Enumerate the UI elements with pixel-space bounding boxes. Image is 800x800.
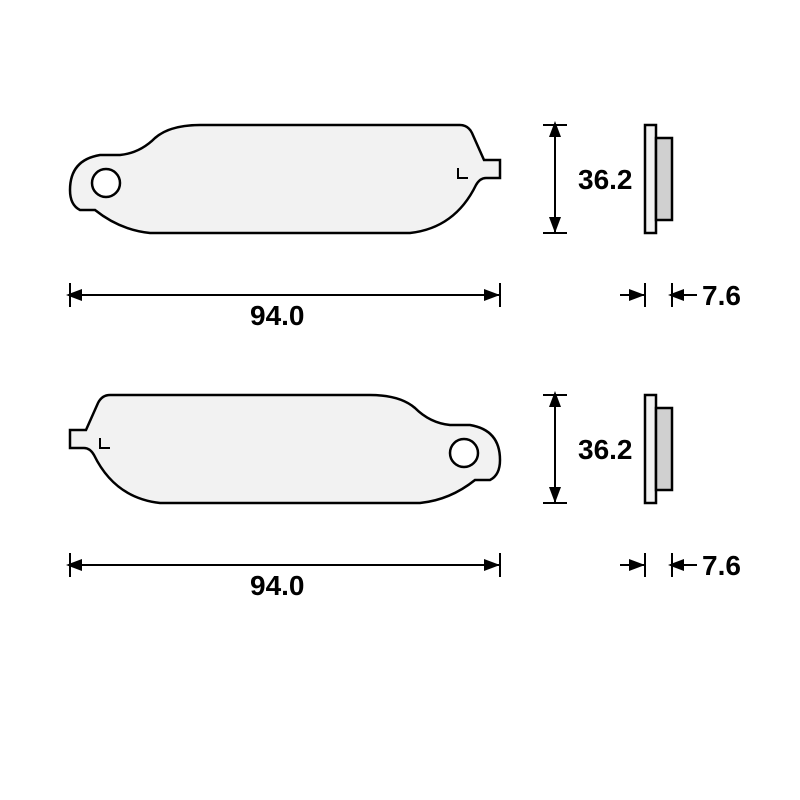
- label-top-thickness: 7.6: [702, 280, 741, 312]
- dim-bottom-thickness: [620, 553, 697, 577]
- label-bottom-width: 94.0: [250, 570, 305, 602]
- brake-pad-diagram: [0, 0, 800, 800]
- label-bottom-thickness: 7.6: [702, 550, 741, 582]
- label-top-width: 94.0: [250, 300, 305, 332]
- dim-top-thickness: [620, 283, 697, 307]
- label-bottom-height: 36.2: [578, 434, 633, 466]
- pad-bottom-side: [645, 395, 672, 503]
- pad-top-front: [70, 125, 500, 233]
- dim-top-height: [543, 125, 567, 233]
- pad-top-side: [645, 125, 672, 233]
- pad-bottom-front: [70, 395, 500, 503]
- label-top-height: 36.2: [578, 164, 633, 196]
- dim-bottom-height: [543, 395, 567, 503]
